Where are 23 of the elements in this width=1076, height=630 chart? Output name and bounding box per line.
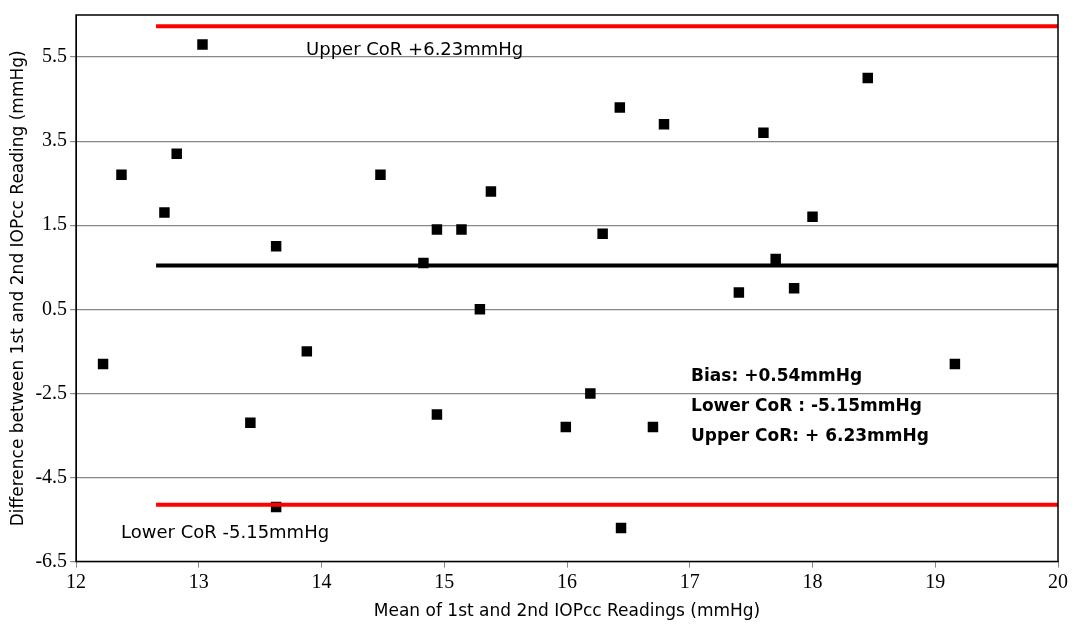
annotation: Bias: +0.54mmHg (691, 365, 863, 386)
y-tick-label: 0.5 (42, 296, 68, 319)
x-tick-label: 15 (434, 569, 455, 592)
x-axis-title: Mean of 1st and 2nd IOPcc Readings (mmHg) (373, 600, 761, 621)
x-tick-label: 16 (557, 569, 578, 592)
x-tick-label: 14 (311, 569, 332, 592)
y-tick-label: -2.5 (35, 380, 68, 403)
y-tick-label: 5.5 (42, 44, 68, 67)
x-tick-label: 17 (679, 569, 700, 592)
y-tick-label: -4.5 (35, 464, 68, 487)
x-tick-label: 12 (66, 569, 87, 592)
ref-line-label: Upper CoR +6.23mmHg (306, 38, 524, 60)
x-tick-label: 18 (802, 569, 823, 592)
annotation: Lower CoR : -5.15mmHg (691, 395, 922, 416)
y-tick-label: 3.5 (42, 128, 68, 151)
y-axis-title: Difference between 1st and 2nd IOPcc Reading (mmHg) (6, 50, 27, 527)
x-tick-label: 13 (188, 569, 209, 592)
x-tick-label: 19 (925, 569, 946, 592)
y-tick-label: -6.5 (35, 548, 68, 571)
annotation: Upper CoR: + 6.23mmHg (691, 425, 929, 446)
ref-line-label: Lower CoR -5.15mmHg (121, 520, 330, 542)
y-tick-label: 1.5 (42, 212, 68, 235)
x-tick-label: 20 (1048, 569, 1068, 592)
